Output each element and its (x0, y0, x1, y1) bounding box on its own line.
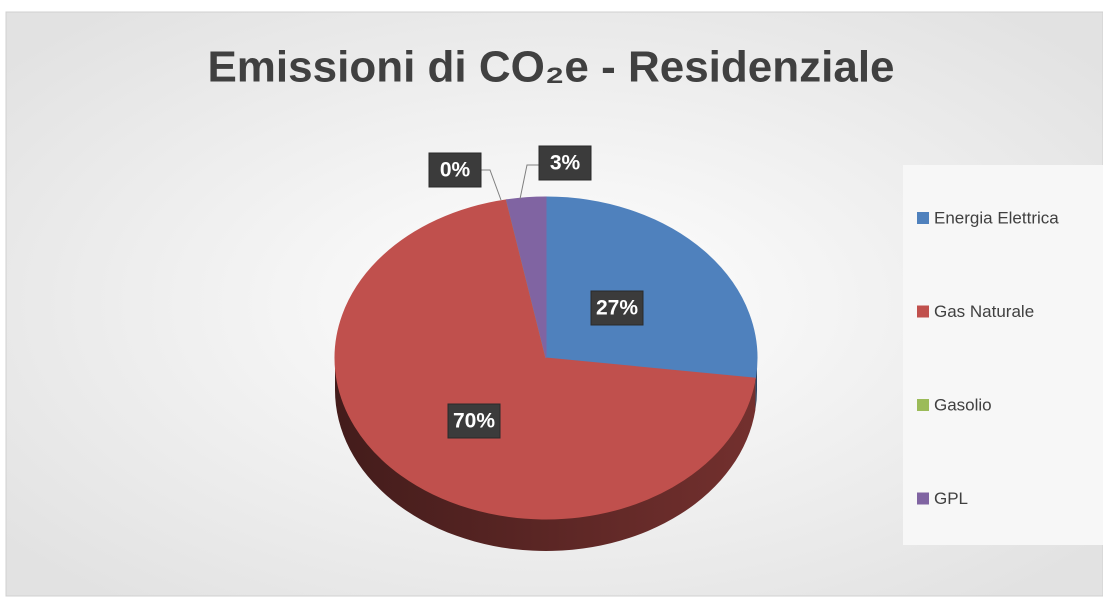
data-label: 70% (453, 410, 495, 433)
legend-swatch (917, 399, 929, 411)
leader-line (478, 169, 502, 201)
data-label-box (590, 290, 644, 326)
data-label: 3% (550, 152, 581, 175)
leader-line (519, 164, 541, 200)
data-label-box (447, 403, 501, 439)
slice (545, 196, 758, 379)
legend-swatch (917, 305, 929, 318)
data-label-box (428, 152, 482, 188)
chart-title: Emissioni di CO₂e - Residenziale (207, 43, 894, 92)
slice (505, 196, 547, 359)
data-label-box (538, 145, 592, 181)
slice (334, 199, 756, 520)
legend-box (903, 165, 1103, 545)
legend-label: Gasolio (934, 395, 992, 414)
legend-swatch (917, 492, 929, 505)
data-label: 0% (440, 159, 471, 182)
legend-label: Energia Elettrica (934, 208, 1059, 227)
legend-label: Gas Naturale (934, 302, 1034, 321)
data-label: 27% (596, 297, 638, 320)
legend-swatch (917, 212, 929, 224)
slice-side (335, 358, 756, 552)
legend-label: GPL (934, 489, 968, 508)
